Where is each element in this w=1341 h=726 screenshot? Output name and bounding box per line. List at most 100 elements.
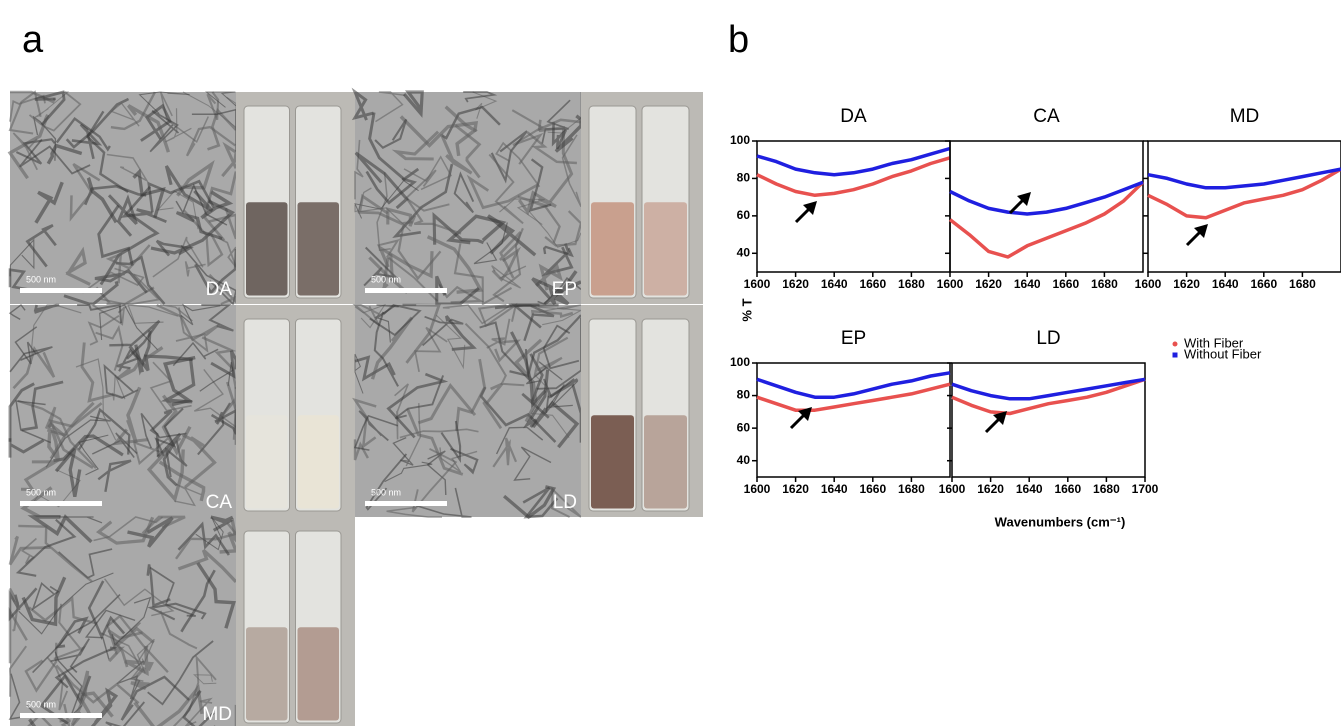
fiber [164, 440, 188, 478]
fiber [111, 428, 149, 446]
fiber [116, 346, 164, 381]
fiber [54, 447, 82, 497]
fiber [44, 406, 68, 460]
fiber [376, 304, 417, 308]
scale-bar [20, 501, 102, 506]
x-tick-label: 1680 [1093, 482, 1120, 496]
fiber [406, 198, 462, 235]
fiber [354, 139, 364, 200]
panel-label: b [728, 19, 749, 61]
fiber [354, 355, 396, 382]
scale-bar-label: 500 nm [26, 487, 56, 497]
fiber [165, 108, 192, 143]
fiber [8, 438, 45, 458]
arrow-shaft [1185, 230, 1202, 247]
fiber [415, 487, 472, 518]
fiber [91, 432, 138, 458]
arrow-head [993, 411, 1007, 425]
fiber [71, 123, 103, 160]
x-tick-label: 1700 [1132, 482, 1159, 496]
legend-marker [1172, 341, 1178, 347]
fiber [210, 515, 234, 532]
fiber [354, 151, 409, 210]
fiber [184, 697, 213, 726]
fiber [529, 158, 552, 212]
fiber [175, 307, 209, 353]
fiber [78, 434, 109, 476]
fiber [463, 91, 498, 103]
fiber [509, 314, 582, 378]
scale-bar-label: 500 nm [26, 274, 56, 284]
fiber [406, 408, 464, 476]
fiber [8, 304, 26, 321]
x-tick-label: 1640 [1212, 277, 1239, 291]
fiber [417, 383, 477, 425]
fiber [34, 181, 64, 224]
fiber [530, 309, 574, 319]
liquid [644, 202, 687, 296]
fiber [86, 177, 118, 224]
fiber [80, 342, 114, 403]
fiber [513, 446, 552, 481]
fiber [399, 115, 479, 148]
sample-label: CA [206, 492, 233, 513]
cuvette-photo [581, 305, 703, 517]
fiber [442, 304, 512, 325]
y-tick-label: 60 [737, 420, 751, 434]
fiber [175, 211, 223, 241]
liquid [591, 202, 634, 296]
fiber [59, 516, 103, 524]
x-tick-label: 1620 [975, 277, 1002, 291]
fiber [353, 414, 399, 451]
fiber [32, 594, 121, 674]
x-tick-label: 1640 [821, 482, 848, 496]
fiber [397, 220, 442, 281]
arrow-shaft [794, 207, 811, 224]
fiber [542, 245, 574, 258]
fiber [402, 90, 424, 118]
x-tick-label: 1660 [1052, 277, 1079, 291]
fiber [201, 304, 234, 332]
fiber [528, 210, 582, 248]
fiber [30, 304, 82, 354]
x-tick-label: 1620 [1173, 277, 1200, 291]
plot-frame [949, 140, 1144, 273]
arrow-head [803, 201, 817, 215]
fiber [531, 400, 580, 449]
fiber [109, 319, 161, 360]
fiber [544, 210, 583, 247]
scale-bar [20, 288, 102, 293]
chart-title: DA [840, 106, 867, 127]
fiber [440, 420, 462, 464]
fiber [204, 91, 237, 108]
arrow-head [798, 407, 812, 421]
chart: DA 40 60 80 100 1600 1620 1640 1660 1680 [730, 106, 951, 291]
fiber [487, 214, 537, 257]
fiber [111, 596, 152, 647]
fiber [180, 569, 216, 633]
liquid [297, 415, 339, 509]
fiber [97, 459, 132, 493]
liquid [246, 202, 288, 296]
y-tick-label: 80 [737, 388, 751, 402]
sample-label: EP [552, 279, 577, 300]
liquid [297, 202, 339, 296]
plot-frame [756, 140, 951, 273]
liquid [246, 415, 288, 509]
spectrum-line [951, 377, 1146, 416]
plot-frame [951, 362, 1146, 478]
fiber [9, 587, 19, 632]
x-tick-label: 1620 [977, 482, 1004, 496]
fiber [20, 460, 62, 491]
x-tick-label: 1660 [1250, 277, 1277, 291]
chart-title: CA [1033, 106, 1060, 127]
sample-label: DA [206, 279, 233, 300]
liquid [297, 627, 339, 721]
fiber [105, 244, 151, 284]
fiber [511, 109, 544, 165]
fiber [543, 378, 575, 414]
spectrum-line [951, 377, 1146, 401]
x-tick-label: 1620 [782, 482, 809, 496]
fiber [184, 261, 206, 277]
fiber [185, 125, 236, 157]
